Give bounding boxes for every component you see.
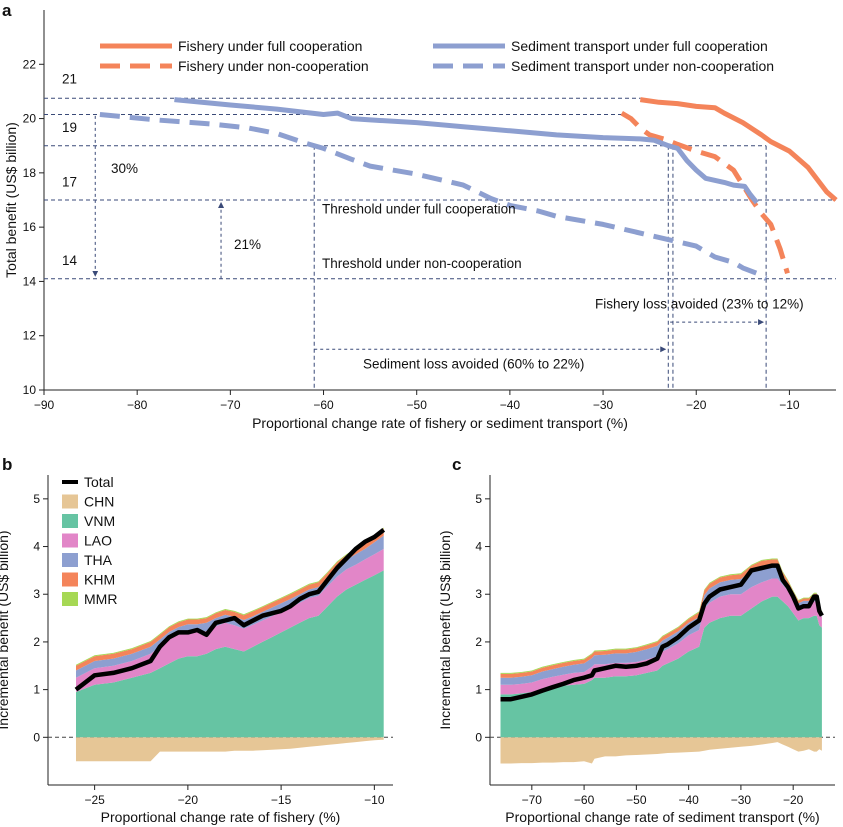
legend-label-4: Sediment transport under non-cooperation bbox=[511, 58, 774, 74]
x-axis-label: Proportional change rate of fishery (%) bbox=[101, 809, 341, 825]
x-tick-label: −40 bbox=[678, 793, 699, 807]
legend-swatch-vnm bbox=[62, 514, 78, 528]
annotation-fishery-loss: Fishery loss avoided (23% to 12%) bbox=[595, 297, 804, 312]
annotation-sediment-loss: Sediment loss avoided (60% to 22%) bbox=[363, 356, 584, 371]
legend-label-khm: KHM bbox=[84, 572, 115, 588]
x-axis-label: Proportional change rate of fishery or s… bbox=[252, 415, 628, 431]
y-tick-label: 1 bbox=[475, 683, 482, 697]
x-tick-label: −10 bbox=[779, 398, 800, 412]
legend-swatch-chn bbox=[62, 494, 78, 509]
y-tick-label: 4 bbox=[475, 540, 482, 554]
x-tick-label: −20 bbox=[178, 793, 199, 807]
legend-label-chn: CHN bbox=[84, 494, 114, 510]
chart-c: −70 −60 −50 −40 −30 −20 0 1 2 3 4 5 Proportional cha… bbox=[437, 475, 835, 825]
panel-c-label: c bbox=[452, 455, 461, 474]
x-tick-label: −15 bbox=[271, 793, 292, 807]
y-axis-label: Incremental benefit (US$ billion) bbox=[0, 530, 11, 729]
y-tick-label: 18 bbox=[23, 166, 37, 180]
legend-label-mmr: MMR bbox=[84, 591, 117, 607]
series-line-3 bbox=[174, 97, 759, 205]
chart-a: −90 −80 −70 −60 −50 −40 −30 −20 −10 10 12 14 16 18 20 2… bbox=[3, 10, 838, 431]
y-tick-label: 5 bbox=[475, 492, 482, 506]
annotation-level-17: 17 bbox=[62, 174, 77, 189]
annotation-level-19: 19 bbox=[62, 120, 77, 135]
y-tick-label: 4 bbox=[33, 540, 40, 554]
series-line-1 bbox=[639, 97, 838, 202]
x-tick-label: −20 bbox=[686, 398, 707, 412]
y-tick-label: 1 bbox=[33, 683, 40, 697]
legend-label-3: Sediment transport under full cooperatio… bbox=[511, 38, 768, 54]
y-tick-label: 3 bbox=[475, 587, 482, 601]
area-chn bbox=[75, 737, 384, 762]
legend-swatch-tha bbox=[62, 553, 78, 567]
x-tick-label: −80 bbox=[127, 398, 148, 412]
annotation-level-21: 21 bbox=[62, 71, 77, 86]
y-tick-label: 0 bbox=[33, 730, 40, 744]
legend-swatch-lao bbox=[62, 533, 78, 548]
area-chn bbox=[500, 737, 822, 764]
total-line bbox=[500, 563, 824, 702]
legend-swatch-khm bbox=[62, 572, 78, 587]
annotation-threshold-full: Threshold under full cooperation bbox=[322, 202, 516, 217]
x-tick-label: −25 bbox=[84, 793, 105, 807]
x-tick-label: −30 bbox=[593, 398, 614, 412]
y-tick-label: 22 bbox=[23, 57, 37, 71]
y-tick-label: 5 bbox=[33, 492, 40, 506]
y-tick-label: 2 bbox=[33, 635, 40, 649]
annotation-level-14: 14 bbox=[62, 253, 78, 268]
area-vnm bbox=[500, 596, 822, 738]
y-tick-label: 12 bbox=[23, 329, 37, 343]
legend-label-total: Total bbox=[84, 474, 114, 490]
x-tick-label: −50 bbox=[626, 793, 647, 807]
x-tick-label: −50 bbox=[407, 398, 428, 412]
x-tick-label: −40 bbox=[500, 398, 521, 412]
area-khm bbox=[76, 528, 384, 671]
area-vnm bbox=[76, 570, 384, 738]
x-tick-label: −30 bbox=[731, 793, 752, 807]
legend-label-2: Fishery under non-cooperation bbox=[178, 58, 369, 74]
chart-b: −25 −20 −15 −10 0 1 2 3 4 5 Proportional change ra… bbox=[0, 474, 393, 825]
legend-label-tha: THA bbox=[84, 552, 113, 568]
y-tick-label: 3 bbox=[33, 587, 40, 601]
area-lao bbox=[500, 578, 822, 695]
panel-b-label: b bbox=[2, 455, 12, 474]
x-tick-label: −60 bbox=[313, 398, 334, 412]
area-tha bbox=[76, 535, 384, 678]
y-tick-label: 20 bbox=[23, 112, 37, 126]
panel-a-label: a bbox=[2, 1, 12, 20]
x-tick-label: −60 bbox=[574, 793, 595, 807]
x-tick-label: −90 bbox=[34, 398, 55, 412]
x-tick-label: −20 bbox=[783, 793, 804, 807]
y-tick-label: 2 bbox=[475, 635, 482, 649]
x-axis-label: Proportional change rate of sediment tra… bbox=[505, 809, 819, 825]
legend-swatch-mmr bbox=[62, 592, 78, 606]
y-axis-label: Incremental benefit (US$ billion) bbox=[437, 530, 453, 729]
total-line bbox=[74, 528, 386, 692]
x-tick-label: −70 bbox=[220, 398, 241, 412]
legend-label-1: Fishery under full cooperation bbox=[178, 38, 362, 54]
x-tick-label: −10 bbox=[364, 793, 385, 807]
x-tick-label: −70 bbox=[522, 793, 543, 807]
y-tick-label: 16 bbox=[23, 220, 37, 234]
legend-label-lao: LAO bbox=[84, 533, 112, 549]
series-line-2 bbox=[620, 110, 790, 275]
y-tick-label: 0 bbox=[475, 730, 482, 744]
y-axis-label: Total benefit (US$ billion) bbox=[3, 122, 19, 278]
annotation-30-percent: 30% bbox=[111, 161, 138, 176]
y-tick-label: 10 bbox=[23, 383, 37, 397]
annotation-threshold-non: Threshold under non-cooperation bbox=[322, 256, 522, 271]
annotation-21-percent: 21% bbox=[234, 237, 261, 252]
series-line-4 bbox=[99, 112, 768, 281]
y-tick-label: 14 bbox=[23, 274, 37, 288]
legend-label-vnm: VNM bbox=[84, 513, 115, 529]
